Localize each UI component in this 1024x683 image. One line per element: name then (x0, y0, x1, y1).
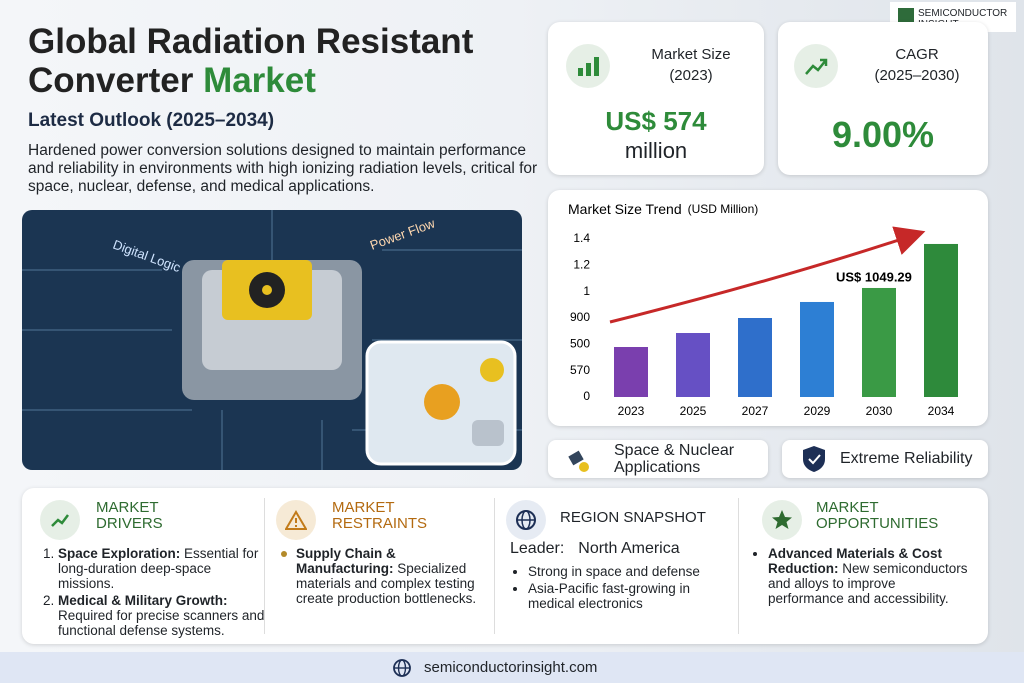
feature-text: Extreme Reliability (840, 450, 973, 467)
title-highlight: Market (203, 61, 316, 100)
bar (924, 243, 958, 397)
section-title: MARKET (816, 499, 879, 516)
x-tick-label: 2029 (804, 404, 831, 418)
section: REGION SNAPSHOT Leader: North America Str… (506, 500, 736, 613)
leader: North America (578, 540, 680, 557)
y-tick-label: 1 (583, 284, 590, 298)
stat-card: Market Size (2023) US$ 574 million (548, 22, 764, 175)
feature: Space & Nuclear Applications (548, 440, 768, 478)
item-text: Asia-Pacific fast-growing in medical ele… (528, 581, 736, 611)
x-tick-label: 2027 (742, 404, 769, 418)
header: Global Radiation Resistant Converter Mar… (28, 22, 548, 196)
y-tick-label: 500 (570, 336, 590, 350)
stat-unit: million (624, 138, 688, 163)
trend-arrow (609, 226, 926, 324)
item-text: Specialized materials and complex testin… (296, 561, 477, 606)
y-tick-label: 570 (570, 363, 590, 377)
section-title: RESTRAINTS (332, 515, 428, 532)
item-text: Required for precise scanners and functi… (58, 608, 265, 638)
x-tick-label: 2030 (866, 404, 893, 418)
feature-text: Space & Nuclear Applications (614, 442, 735, 476)
item-bold: Space Exploration: (58, 546, 181, 561)
item-bold: Medical & Military Growth: (58, 593, 228, 608)
x-tick-label: 2023 (618, 404, 645, 418)
title: Converter (28, 61, 194, 100)
y-tick-label: 0 (583, 389, 590, 403)
stat-period: (2023) (669, 67, 713, 84)
section-title: REGION SNAPSHOT (560, 509, 706, 526)
stat-card: CAGR (2025–2030) 9.00% (778, 22, 988, 175)
bar (738, 318, 772, 397)
stat-label: CAGR (895, 46, 939, 63)
annotation: US$ 1049.29 (836, 269, 912, 284)
chart-card: Market Size Trend (USD Million) 0 570 500 90… (548, 190, 988, 426)
y-tick-label: 900 (570, 310, 590, 324)
item-bold: Advanced Materials & Cost Reduction: (768, 546, 943, 576)
subtitle: Latest Outlook (2025–2034) (28, 110, 275, 131)
section-title: DRIVERS (96, 515, 163, 532)
item-text: Essential for long-duration deep-space m… (58, 546, 259, 591)
bar (800, 301, 834, 397)
chart-title: Market Size Trend (568, 201, 682, 217)
stat-value: 9.00% (831, 114, 935, 155)
stat-period: (2025–2030) (874, 67, 960, 84)
svg-text:Market Size Trend(USD Million): Market Size Trend (USD Million) (568, 201, 758, 217)
bar (614, 347, 648, 397)
y-tick-label: 1.2 (573, 257, 590, 271)
hero-image: Digital Logic Power Flow (22, 210, 522, 470)
x-tick-label: 2034 (928, 404, 955, 418)
feature: Extreme Reliability (782, 440, 988, 478)
logo-text: SEMICONDUCTOR (918, 8, 1008, 19)
chart-unit: (USD Million) (688, 202, 759, 216)
y-tick-label: 1.4 (573, 231, 590, 245)
item-text: Strong in space and defense (528, 564, 736, 579)
section: MARKET RESTRAINTS Supply Chain & Manufact… (276, 500, 486, 608)
stat-value: US$ 574 (605, 106, 707, 136)
item-text: New semiconductors and alloys to improve… (768, 561, 968, 606)
footer: semiconductorinsight.com (0, 652, 1024, 683)
chart: Market Size Trend (USD Million) 0 570 500 90… (568, 201, 958, 418)
description: Hardened power conversion solutions desi… (28, 142, 538, 195)
bar (862, 287, 896, 397)
stat-label: Market Size (651, 46, 731, 63)
footer-link: semiconductorinsight.com (424, 659, 598, 676)
x-tick-label: 2025 (680, 404, 707, 418)
leader-label: Leader: (510, 540, 565, 557)
section-title: MARKET (96, 499, 159, 516)
item-bold: Supply Chain & Manufacturing: (296, 546, 396, 576)
bar (676, 333, 710, 397)
title: Global Radiation Resistant (28, 22, 474, 61)
section-title: MARKET (332, 499, 395, 516)
section-title: OPPORTUNITIES (816, 515, 939, 532)
